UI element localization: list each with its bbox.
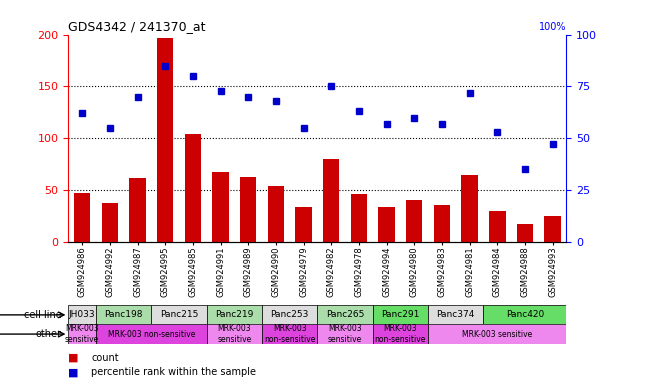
Bar	[96, 305, 151, 324]
Bar	[350, 194, 367, 242]
Text: Panc253: Panc253	[271, 310, 309, 319]
Bar	[428, 305, 483, 324]
Bar	[517, 224, 533, 242]
Bar	[262, 324, 317, 344]
Text: Panc219: Panc219	[215, 310, 253, 319]
Text: cell line: cell line	[24, 310, 62, 320]
Bar	[489, 211, 505, 242]
Bar	[378, 207, 395, 242]
Bar	[323, 159, 340, 242]
Bar	[317, 305, 372, 324]
Text: MRK-003 sensitive: MRK-003 sensitive	[462, 329, 533, 339]
Text: Panc291: Panc291	[381, 310, 419, 319]
Text: MRK-003
sensitive: MRK-003 sensitive	[217, 324, 251, 344]
Text: MRK-003
sensitive: MRK-003 sensitive	[65, 324, 100, 344]
Text: percentile rank within the sample: percentile rank within the sample	[91, 367, 256, 377]
Bar	[268, 186, 284, 242]
Text: other: other	[36, 329, 62, 339]
Bar	[461, 175, 478, 242]
Text: MRK-003
non-sensitive: MRK-003 non-sensitive	[264, 324, 315, 344]
Bar	[212, 172, 229, 242]
Text: Panc198: Panc198	[104, 310, 143, 319]
Bar	[185, 134, 201, 242]
Bar	[68, 324, 96, 344]
Bar	[129, 178, 146, 242]
Bar	[544, 216, 561, 242]
Text: Panc420: Panc420	[506, 310, 544, 319]
Bar	[207, 324, 262, 344]
Bar	[262, 305, 317, 324]
Text: ■: ■	[68, 367, 79, 377]
Text: MRK-003
non-sensitive: MRK-003 non-sensitive	[375, 324, 426, 344]
Bar	[151, 305, 207, 324]
Text: Panc265: Panc265	[326, 310, 364, 319]
Text: Panc215: Panc215	[160, 310, 198, 319]
Bar	[240, 177, 256, 242]
Bar	[207, 305, 262, 324]
Bar	[68, 305, 96, 324]
Text: GDS4342 / 241370_at: GDS4342 / 241370_at	[68, 20, 206, 33]
Text: JH033: JH033	[69, 310, 96, 319]
Bar	[428, 324, 566, 344]
Bar	[74, 193, 90, 242]
Bar	[434, 205, 450, 242]
Bar	[157, 38, 173, 242]
Text: MRK-003 non-sensitive: MRK-003 non-sensitive	[107, 329, 195, 339]
Bar	[317, 324, 372, 344]
Bar	[483, 305, 566, 324]
Text: count: count	[91, 353, 118, 363]
Bar	[96, 324, 207, 344]
Bar	[102, 202, 118, 242]
Bar	[372, 324, 428, 344]
Text: MRK-003
sensitive: MRK-003 sensitive	[328, 324, 362, 344]
Text: Panc374: Panc374	[437, 310, 475, 319]
Bar	[406, 200, 422, 242]
Bar	[372, 305, 428, 324]
Text: ■: ■	[68, 353, 79, 363]
Bar	[295, 207, 312, 242]
Text: 100%: 100%	[539, 23, 566, 33]
